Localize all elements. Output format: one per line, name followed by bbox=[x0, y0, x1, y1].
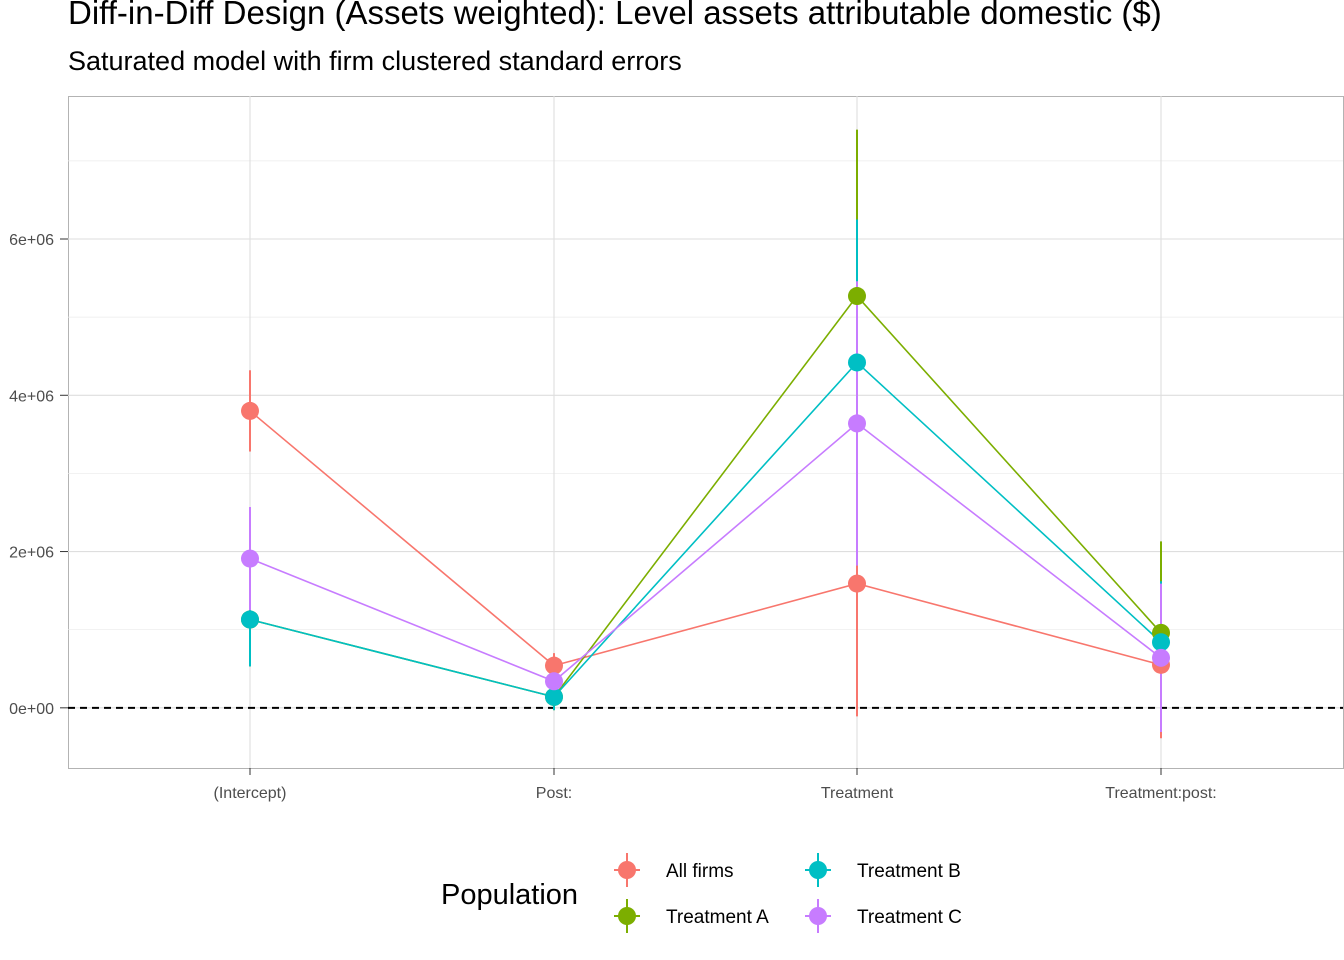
data-point-treatment-a bbox=[848, 287, 866, 306]
series-lines bbox=[249, 294, 1162, 698]
data-point-treatment-c bbox=[1152, 648, 1170, 667]
series-line-treatment-b bbox=[249, 361, 1162, 698]
data-point-treatment-b bbox=[241, 610, 259, 629]
chart-subtitle: Saturated model with firm clustered stan… bbox=[68, 46, 682, 76]
data-point-treatment-c bbox=[848, 414, 866, 433]
legend-key-point-treatment-c bbox=[809, 907, 827, 925]
data-point-all-firms bbox=[545, 656, 563, 675]
x-tick-label: (Intercept) bbox=[214, 785, 287, 802]
legend-label-treatment-c: Treatment C bbox=[857, 907, 962, 928]
data-point-treatment-b bbox=[848, 353, 866, 372]
legend-label-all-firms: All firms bbox=[666, 861, 734, 882]
data-point-treatment-b bbox=[545, 687, 563, 706]
y-tick-label: 0e+00 bbox=[9, 701, 54, 718]
data-point-treatment-b bbox=[1152, 633, 1170, 652]
legend: Population All firms Treatment A Treatment… bbox=[441, 853, 962, 933]
legend-items: All firms Treatment A Treatment B Treatment… bbox=[614, 853, 962, 933]
legend-key-point-all-firms bbox=[618, 861, 636, 879]
x-tick-label: Treatment bbox=[821, 785, 894, 802]
legend-title: Population bbox=[441, 879, 578, 911]
data-point-treatment-c bbox=[241, 549, 259, 568]
series-points bbox=[241, 287, 1170, 706]
chart-title: Diff-in-Diff Design (Assets weighted): L… bbox=[68, 0, 1162, 31]
data-point-all-firms bbox=[241, 401, 259, 420]
plot-panel-border bbox=[68, 96, 1344, 769]
data-point-treatment-c bbox=[545, 672, 563, 691]
legend-key-point-treatment-a bbox=[618, 907, 636, 925]
y-tick-label: 2e+06 bbox=[9, 545, 54, 562]
legend-label-treatment-a: Treatment A bbox=[666, 907, 769, 928]
x-tick-label: Post: bbox=[536, 785, 572, 802]
data-point-all-firms bbox=[848, 574, 866, 593]
minor-gridlines bbox=[68, 160, 1343, 631]
series-line-treatment-c bbox=[249, 422, 1162, 683]
legend-key-point-treatment-b bbox=[809, 861, 827, 879]
series-line-all-firms bbox=[249, 410, 1162, 667]
y-axis-ticks: 0e+00 2e+06 4e+06 6e+06 bbox=[9, 232, 68, 718]
y-tick-label: 4e+06 bbox=[9, 388, 54, 405]
x-axis-ticks: (Intercept) Post: Treatment Treatment:post: bbox=[214, 768, 1217, 802]
x-tick-label: Treatment:post: bbox=[1105, 785, 1216, 802]
legend-label-treatment-b: Treatment B bbox=[857, 861, 961, 882]
y-tick-label: 6e+06 bbox=[9, 232, 54, 249]
